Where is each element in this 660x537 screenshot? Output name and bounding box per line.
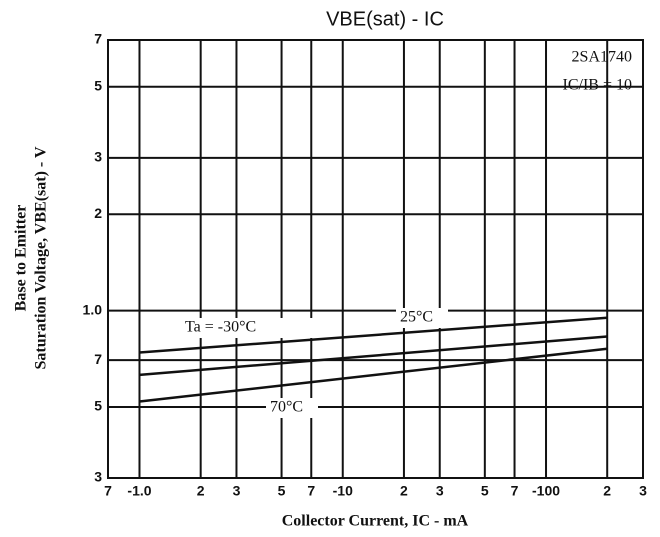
- series-line: [139, 347, 608, 403]
- x-tick-label: 7: [104, 483, 112, 499]
- y-tick-label: 3: [94, 149, 102, 165]
- annotation: IC/IB = 10: [563, 77, 632, 94]
- x-tick-label: 2: [603, 483, 611, 499]
- annotation: 2SA1740: [572, 49, 632, 66]
- y-tick-label: 2: [94, 205, 102, 221]
- y-tick-label: 1.0: [83, 301, 103, 317]
- y-tick-label: 3: [94, 469, 102, 485]
- series-label: Ta = -30°C: [185, 319, 256, 336]
- x-tick-label: -100: [532, 483, 560, 499]
- y-tick-label: 7: [94, 351, 102, 367]
- series-label: 70°C: [270, 399, 303, 416]
- series-line: [139, 316, 608, 354]
- x-tick-label: -1.0: [127, 483, 151, 499]
- y-axis-label: Base to Emitter: [13, 205, 30, 312]
- plot-frame: [107, 39, 644, 479]
- y-tick-label: 7: [94, 31, 102, 47]
- series-label: 25°C: [400, 309, 433, 326]
- label-bg: [181, 318, 313, 338]
- label-bg: [396, 308, 448, 328]
- x-tick-label: 5: [481, 483, 489, 499]
- label-bg: [266, 398, 318, 418]
- x-tick-label: 2: [400, 483, 408, 499]
- x-tick-label: 3: [233, 483, 241, 499]
- x-axis-label: Collector Current, IC - mA: [282, 513, 469, 530]
- x-tick-label: 3: [436, 483, 444, 499]
- y-axis-label: Saturation Voltage, VBE(sat) - V: [33, 146, 50, 369]
- series-line: [139, 335, 608, 377]
- x-tick-label: 7: [307, 483, 315, 499]
- x-tick-label: 7: [511, 483, 519, 499]
- x-tick-label: -10: [333, 483, 353, 499]
- y-tick-label: 5: [94, 77, 102, 93]
- x-tick-label: 2: [197, 483, 205, 499]
- y-tick-label: 5: [94, 398, 102, 414]
- chart-title: VBE(sat) - IC: [326, 8, 444, 30]
- x-tick-label: 3: [639, 483, 647, 499]
- x-tick-label: 5: [278, 483, 286, 499]
